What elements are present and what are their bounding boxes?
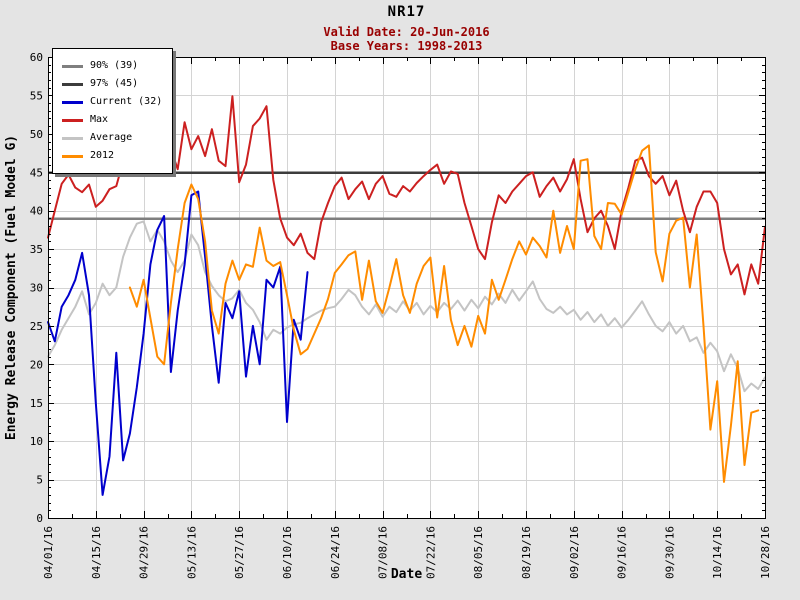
legend-swatch-2012 [62, 154, 83, 158]
legend-item-2012: 2012 [62, 147, 162, 165]
y-axis-ticks: 0 5 10 15 20 25 30 35 40 45 50 55 60 [30, 51, 43, 525]
x-tick-label: 06/10/16 [281, 526, 294, 579]
x-tick-label: 05/13/16 [185, 526, 198, 579]
y-tick-label: 50 [30, 128, 43, 141]
x-tick-label: 04/29/16 [138, 526, 151, 579]
x-tick-label: 04/01/16 [42, 526, 55, 579]
x-tick-label: 08/19/16 [520, 526, 533, 579]
x-tick-label: 09/02/16 [568, 526, 581, 579]
x-tick-label: 07/08/16 [377, 526, 390, 579]
y-tick-label: 20 [30, 358, 43, 371]
y-tick-label: 10 [30, 435, 43, 448]
legend-item-90pct: 90% (39) [62, 57, 162, 75]
y-tick-label: 40 [30, 205, 43, 218]
x-tick-label: 10/28/16 [759, 526, 772, 579]
legend-item-average: Average [62, 129, 162, 147]
legend-swatch-max [62, 118, 83, 122]
legend-item-97pct: 97% (45) [62, 75, 162, 93]
legend-swatch-average [62, 136, 83, 140]
x-tick-label: 09/16/16 [616, 526, 629, 579]
series-2012-line [128, 144, 760, 483]
x-tick-label: 05/27/16 [233, 526, 246, 579]
legend-label-max: Max [90, 114, 109, 125]
x-axis-label: Date [391, 567, 422, 582]
x-tick-label: 07/22/16 [424, 526, 437, 579]
valid-date-label: Valid Date: 20-Jun-2016 [323, 25, 490, 39]
y-tick-label: 55 [30, 89, 43, 102]
series-current-line [47, 190, 309, 496]
y-tick-label: 45 [30, 166, 43, 179]
legend-swatch-90pct [62, 64, 83, 68]
x-tick-label: 10/14/16 [711, 526, 724, 579]
page-title: NR17 [387, 4, 426, 20]
legend-item-max: Max [62, 111, 162, 129]
legend-label-2012: 2012 [90, 150, 115, 161]
legend-swatch-97pct [62, 82, 83, 86]
x-tick-label: 04/15/16 [90, 526, 103, 579]
legend-label-90pct: 90% (39) [90, 60, 139, 71]
y-tick-label: 5 [36, 474, 43, 487]
y-tick-label: 35 [30, 243, 43, 256]
y-axis-label: Energy Release Component (Fuel Model G) [4, 135, 19, 440]
legend-item-current: Current (32) [62, 93, 162, 111]
y-tick-label: 0 [36, 512, 43, 525]
x-axis-ticks: 04/01/16 04/15/16 04/29/16 05/13/16 05/27/16… [42, 526, 772, 579]
y-tick-label: 25 [30, 320, 43, 333]
base-years-label: Base Years: 1998-2013 [330, 39, 483, 53]
x-tick-label: 09/30/16 [663, 526, 676, 579]
legend-swatch-current [62, 100, 83, 104]
x-tick-label: 08/05/16 [472, 526, 485, 579]
plot-border [48, 57, 766, 519]
x-tick-label: 06/24/16 [329, 526, 342, 579]
legend-label-97pct: 97% (45) [90, 78, 139, 89]
y-tick-label: 60 [30, 51, 43, 64]
legend-label-average: Average [90, 132, 133, 143]
legend-label-current: Current (32) [90, 96, 163, 107]
legend-box: 90% (39) 97% (45) Current (32) Max Average 20… [52, 48, 174, 174]
y-tick-label: 15 [30, 397, 43, 410]
y-tick-label: 30 [30, 282, 43, 295]
